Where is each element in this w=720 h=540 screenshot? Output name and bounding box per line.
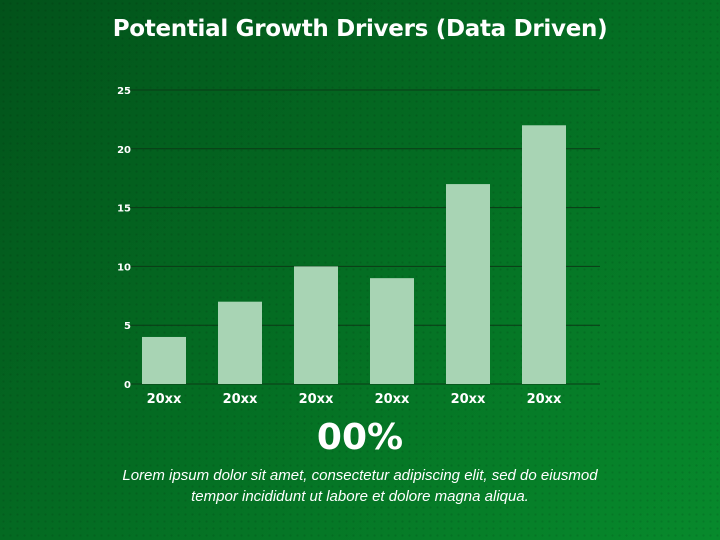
y-tick-label: 10: [117, 262, 131, 273]
bar: [370, 278, 414, 384]
slide-title: Potential Growth Drivers (Data Driven): [112, 16, 608, 42]
description-text: Lorem ipsum dolor sit amet, consectetur …: [122, 467, 598, 505]
x-category-label: 20xx: [451, 392, 486, 407]
bar: [218, 301, 262, 384]
y-tick-label: 15: [117, 204, 131, 215]
y-tick-label: 0: [124, 380, 131, 391]
bar: [294, 266, 338, 384]
x-category-label: 20xx: [527, 392, 562, 407]
x-category-label: 20xx: [147, 392, 182, 407]
big-percentage-value: 00%: [316, 417, 404, 458]
x-category-label: 20xx: [299, 392, 334, 407]
bar: [142, 336, 186, 384]
y-tick-label: 25: [117, 86, 131, 97]
y-tick-label: 5: [124, 321, 131, 332]
bar: [446, 184, 490, 384]
x-category-label: 20xx: [223, 392, 258, 407]
x-category-label: 20xx: [375, 392, 410, 407]
y-tick-label: 20: [117, 145, 131, 156]
bar: [522, 125, 566, 384]
